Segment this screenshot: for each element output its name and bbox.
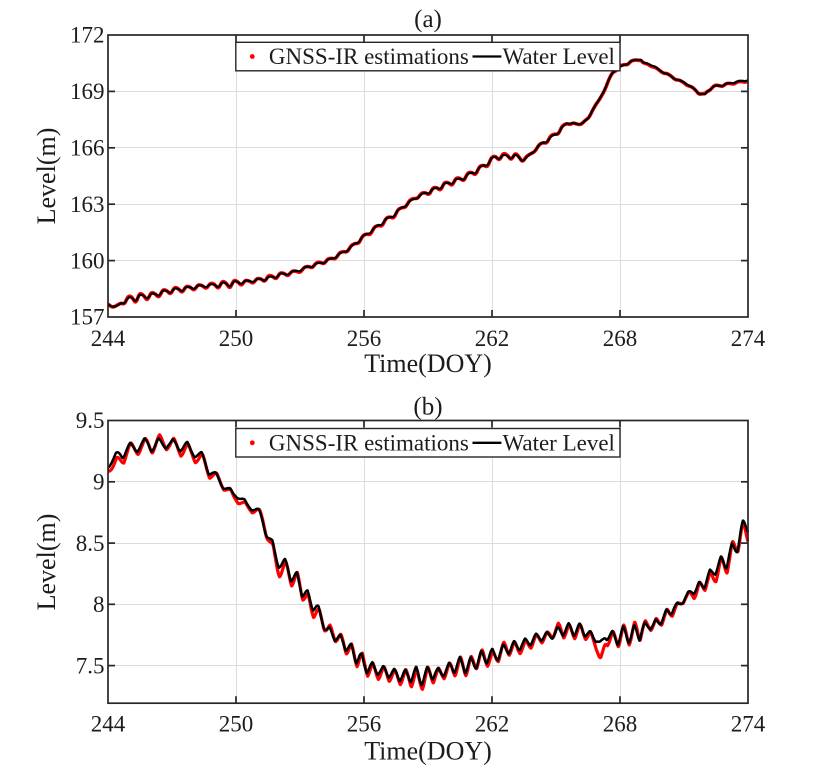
svg-text:274: 274 [731,712,766,737]
svg-text:Level(m): Level(m) [32,128,61,225]
svg-text:163: 163 [70,192,105,217]
svg-text:(b): (b) [413,393,442,420]
svg-text:262: 262 [475,712,510,737]
svg-text:9.5: 9.5 [76,408,105,433]
svg-text:GNSS-IR estimations: GNSS-IR estimations [269,44,469,69]
svg-text:Water Level: Water Level [503,430,615,455]
svg-text:166: 166 [70,136,105,161]
svg-text:244: 244 [91,326,126,351]
svg-text:262: 262 [475,326,510,351]
svg-text:256: 256 [347,712,382,737]
svg-text:160: 160 [70,248,105,273]
svg-text:Time(DOY): Time(DOY) [364,349,492,378]
svg-text:169: 169 [70,79,105,104]
svg-text:Time(DOY): Time(DOY) [364,737,492,766]
svg-text:9: 9 [93,470,105,495]
svg-text:GNSS-IR estimations: GNSS-IR estimations [269,430,469,455]
svg-text:250: 250 [219,712,254,737]
svg-text:274: 274 [731,326,766,351]
svg-text:244: 244 [91,712,126,737]
svg-text:268: 268 [603,712,638,737]
svg-text:157: 157 [70,305,105,330]
svg-text:8.5: 8.5 [76,531,105,556]
svg-text:172: 172 [70,23,105,48]
svg-text:Water Level: Water Level [503,44,615,69]
svg-text:7.5: 7.5 [76,653,105,678]
svg-text:Level(m): Level(m) [32,514,61,611]
svg-text:8: 8 [93,592,105,617]
svg-text:268: 268 [603,326,638,351]
svg-text:(a): (a) [414,6,442,33]
svg-text:250: 250 [219,326,254,351]
svg-text:256: 256 [347,326,382,351]
